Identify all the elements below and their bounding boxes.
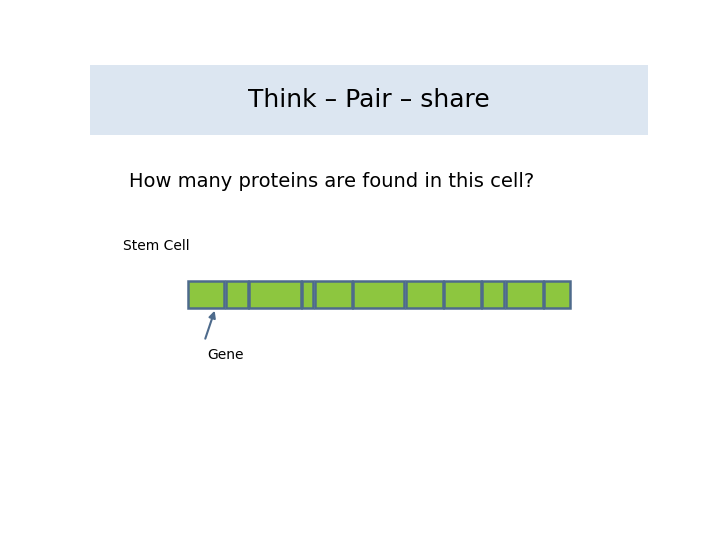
Bar [302, 281, 313, 308]
Bar [90, 65, 648, 136]
Bar [354, 281, 405, 308]
Text: Gene: Gene [207, 348, 243, 362]
Bar [315, 281, 351, 308]
Bar [506, 281, 543, 308]
Bar [544, 281, 570, 308]
Bar [188, 281, 224, 308]
Text: Stem Cell: Stem Cell [124, 239, 190, 253]
Bar [406, 281, 443, 308]
Bar [482, 281, 505, 308]
Text: How many proteins are found in this cell?: How many proteins are found in this cell… [129, 172, 534, 191]
Bar [226, 281, 248, 308]
Bar [444, 281, 481, 308]
Bar [249, 281, 301, 308]
Text: Think – Pair – share: Think – Pair – share [248, 88, 490, 112]
